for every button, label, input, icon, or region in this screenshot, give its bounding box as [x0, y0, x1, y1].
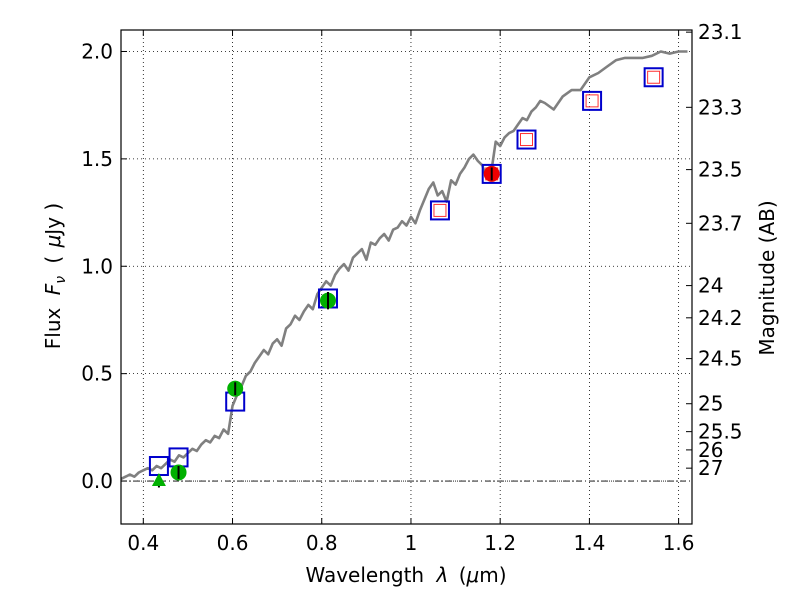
y-tick-label: 0.5 — [81, 362, 113, 386]
magnitude-tick-label: 24.5 — [698, 347, 743, 371]
y-axis-label: Flux Fν ( μJy ) — [41, 203, 70, 349]
x-axis-label-unit-mu: μ — [466, 563, 480, 587]
inner-red-square — [647, 70, 661, 84]
magnitude-tick-label: 23.5 — [698, 158, 743, 182]
inner-red-square — [433, 203, 447, 217]
model-photometry-square — [516, 129, 537, 150]
right-axis-label: Magnitude (AB) — [755, 200, 779, 355]
plot-frame — [120, 29, 693, 525]
inner-red-square — [519, 133, 533, 147]
y-tick-label: 1.0 — [81, 254, 113, 278]
markers-layer — [148, 67, 664, 488]
x-axis-label-lambda: λ — [435, 563, 448, 587]
model-photometry-square — [643, 67, 664, 88]
y-axis-label-unit-rest: Jy ) — [41, 203, 65, 237]
y-tick-label: 0.0 — [81, 469, 113, 493]
model-photometry-square — [481, 163, 502, 184]
magnitude-tick-label: 24.2 — [698, 306, 743, 330]
x-tick-label: 0.4 — [127, 531, 159, 555]
model-spectrum-line — [120, 50, 688, 481]
magnitude-tick-label: 24 — [698, 274, 723, 298]
y-axis-label-prefix: Flux — [41, 307, 65, 349]
y-axis-label-nu: ν — [53, 276, 69, 284]
inner-red-square — [585, 94, 599, 108]
magnitude-tick-label: 25 — [698, 392, 723, 416]
x-tick-label: 1.6 — [663, 531, 695, 555]
x-axis-label: Wavelength λ (μm) — [305, 563, 506, 587]
x-axis-label-unit-open: ( — [459, 563, 467, 587]
x-tick-label: 1 — [405, 531, 418, 555]
x-tick-label: 0.6 — [217, 531, 249, 555]
magnitude-tick-label: 27 — [698, 456, 723, 480]
y-tick-label: 1.5 — [81, 147, 113, 171]
y-axis-label-F: F — [41, 283, 65, 295]
magnitude-tick-label: 23.3 — [698, 95, 743, 119]
y-axis-label-unit-open: ( — [41, 256, 65, 264]
x-axis-label-unit-rest: m) — [479, 563, 506, 587]
magnitude-tick-label: 23.1 — [698, 20, 743, 44]
x-tick-label: 1.2 — [484, 531, 516, 555]
ticks-layer: 0.4 0.6 0.8 1 1.2 1.4 1.6 0.0 0.5 1.0 1.5 2.0 23.1 23… — [81, 20, 742, 555]
model-photometry-square — [429, 200, 450, 221]
model-photometry-square — [582, 90, 603, 111]
magnitude-tick-label: 23.7 — [698, 211, 743, 235]
y-tick-label: 2.0 — [81, 39, 113, 63]
x-tick-label: 0.8 — [306, 531, 338, 555]
y-axis-label-unit-mu: μ — [41, 235, 65, 249]
magnitude-tick-label: 26 — [698, 438, 723, 462]
x-axis-label-prefix: Wavelength — [305, 563, 424, 587]
magnitude-tick-label: 25.5 — [698, 420, 743, 444]
x-tick-label: 1.4 — [573, 531, 605, 555]
upper-limit-triangle — [151, 473, 166, 487]
